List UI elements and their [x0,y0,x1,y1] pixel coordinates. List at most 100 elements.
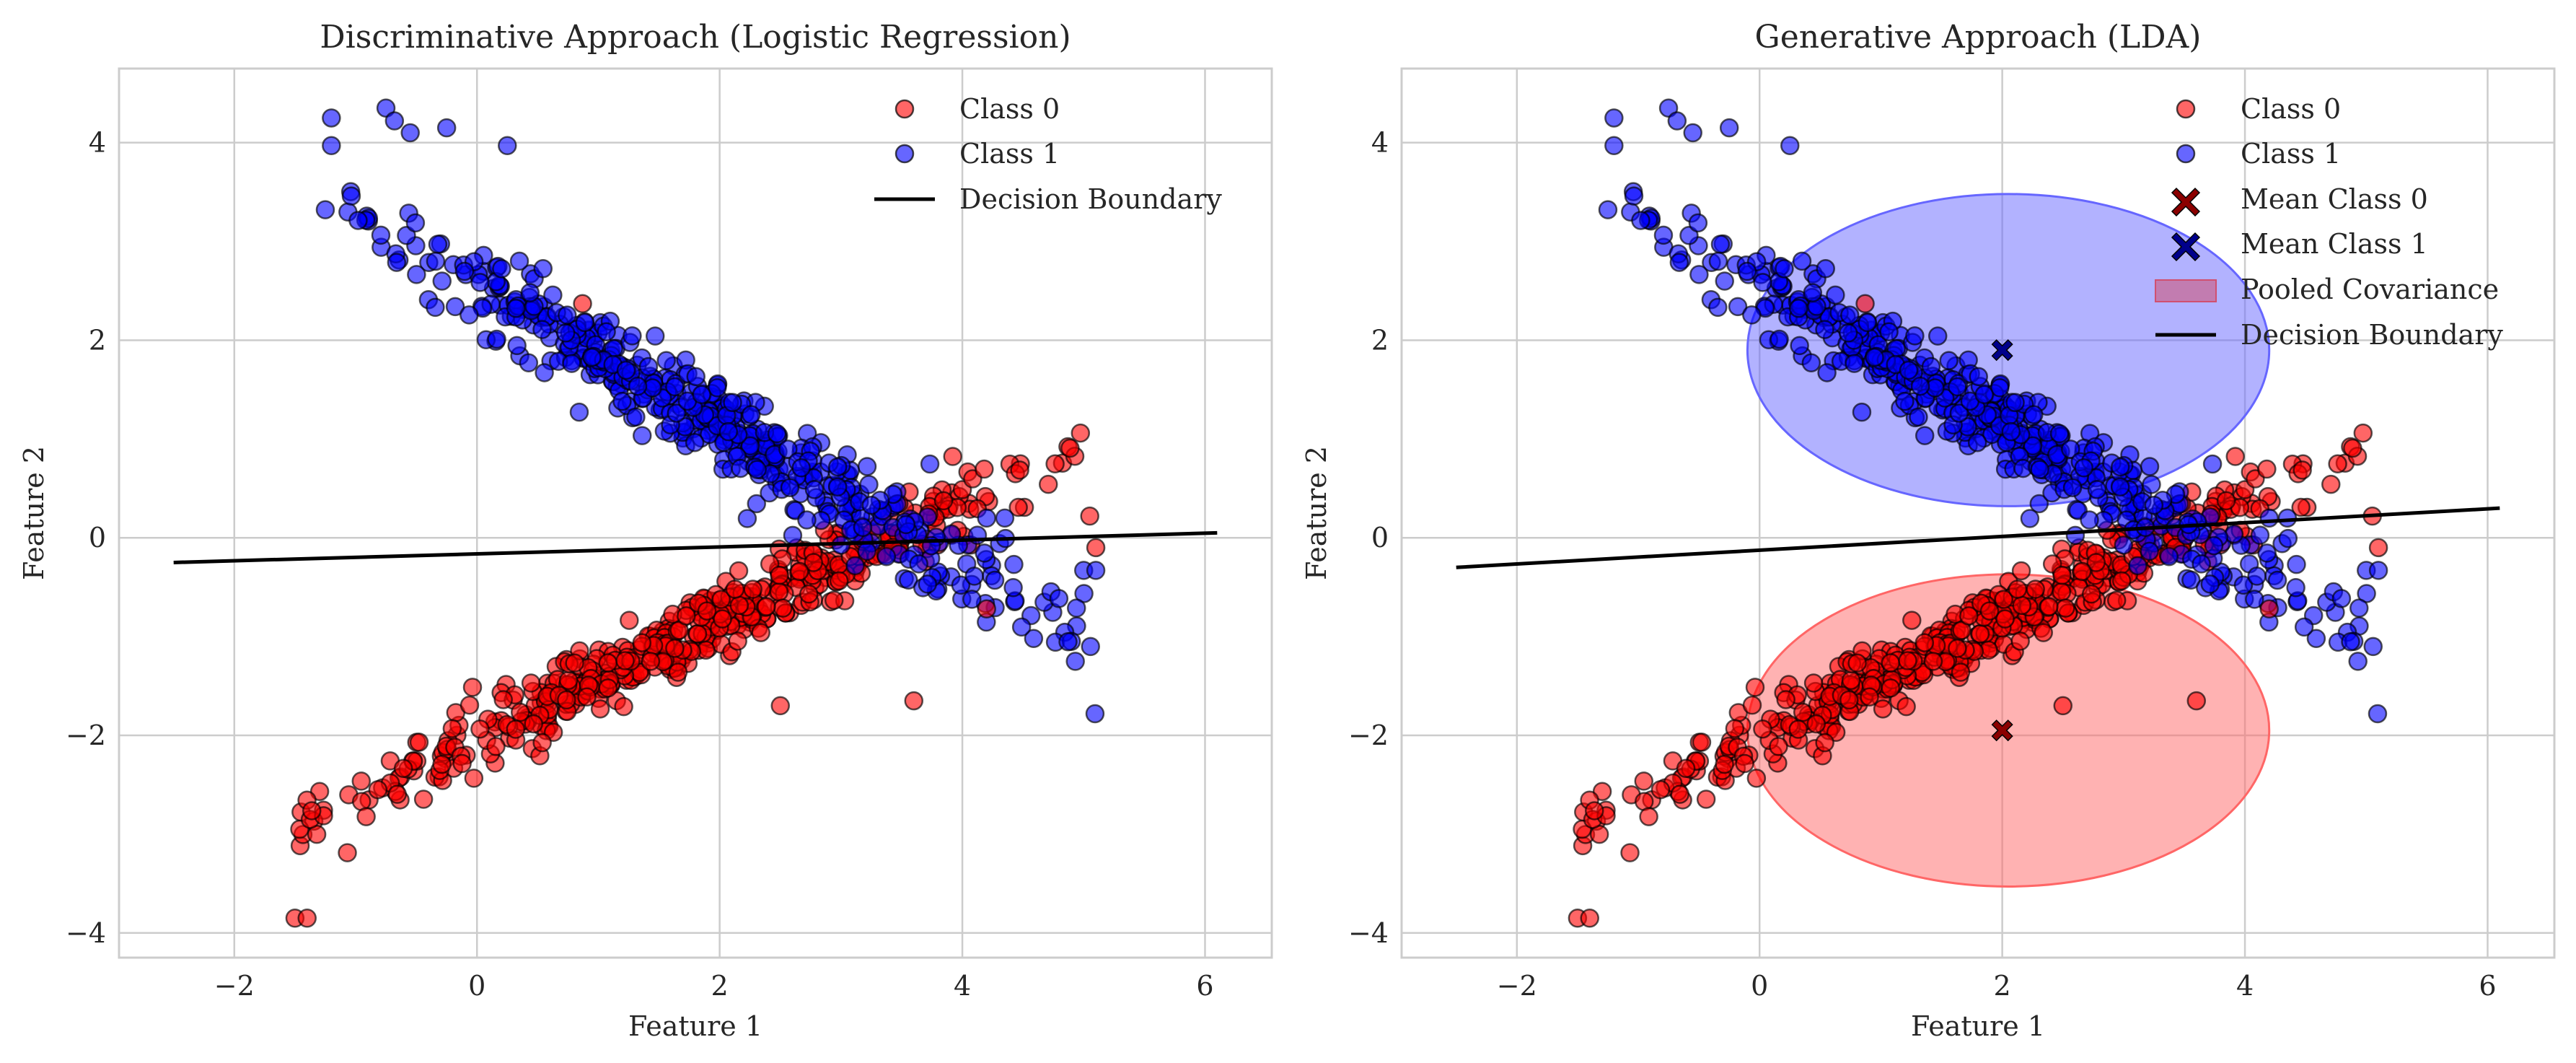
point-class-1 [951,575,971,595]
point-class-0 [2081,584,2101,604]
point-class-1 [783,525,803,546]
tick-labels: −2 0 2 4 6 −4 −2 0 2 4 [66,127,1214,1002]
point-class-0 [1994,590,2014,609]
legend-label-class-1: Class 1 [2241,138,2341,170]
point-class-0 [2259,599,2279,619]
point-class-0 [1847,653,1867,673]
point-class-0 [338,843,357,862]
point-class-1 [569,402,589,422]
point-class-0 [799,584,819,604]
point-class-1 [896,515,916,535]
legend-label-class-1: Class 1 [959,138,1060,170]
point-class-0 [462,678,483,697]
point-class-1 [1792,251,1812,271]
point-class-1 [920,454,940,474]
point-class-1 [1081,637,1100,657]
point-class-0 [757,597,776,616]
point-class-0 [464,769,484,788]
point-class-1 [1949,403,1969,423]
point-class-0 [302,801,322,821]
point-class-1 [1065,652,1085,671]
point-class-0 [677,606,696,626]
point-class-1 [2224,524,2244,544]
point-class-0 [729,595,749,616]
point-class-0 [751,623,770,642]
point-class-0 [2368,538,2388,558]
point-class-0 [729,561,749,581]
point-class-1 [995,508,1015,528]
point-class-1 [1939,351,1959,370]
y-tick-label: 2 [89,324,106,356]
point-class-0 [770,565,789,585]
point-class-1 [405,213,426,233]
point-class-1 [535,363,554,382]
point-class-0 [1959,606,1979,626]
point-class-0 [557,690,576,710]
point-class-0 [977,599,996,619]
point-class-1 [2023,436,2043,456]
point-class-1 [582,347,602,367]
point-class-1 [1631,211,1650,230]
point-class-1 [1024,629,1044,649]
point-class-1 [1011,617,1032,637]
point-class-1 [1845,354,1864,373]
point-class-1 [1742,305,1762,325]
point-class-1 [2140,541,2160,561]
point-class-1 [708,378,727,398]
point-class-1 [686,367,705,387]
point-class-1 [555,323,576,343]
point-class-1 [1879,322,1899,341]
point-class-0 [2293,460,2312,480]
point-class-0 [1948,639,1967,658]
point-class-0 [2012,595,2032,616]
x-tick-label: 4 [2236,970,2254,1002]
point-class-1 [1909,407,1928,427]
point-class-1 [742,405,761,424]
point-class-0 [2052,582,2072,602]
legend-marker-class-1 [2176,144,2196,164]
point-class-0 [725,579,745,599]
point-class-1 [747,460,767,479]
legend-label-pooled-covariance: Pooled Covariance [2241,274,2499,305]
point-class-1 [962,590,982,609]
point-class-1 [2306,629,2326,649]
point-class-0 [573,294,592,314]
point-class-1 [322,108,341,128]
point-class-1 [575,312,595,333]
point-class-0 [1742,695,1762,715]
point-class-1 [737,509,757,528]
point-class-1 [632,426,652,445]
point-class-0 [524,714,543,734]
point-class-1 [445,297,465,317]
point-class-1 [492,259,511,279]
point-class-0 [1860,687,1879,707]
point-class-0 [1634,771,1654,791]
point-class-1 [975,543,994,563]
point-class-0 [1970,624,1990,644]
point-class-0 [743,579,762,599]
point-class-0 [2343,438,2362,458]
point-class-0 [975,459,994,479]
y-tick-label: −2 [1348,719,1389,751]
point-class-1 [1653,225,1674,245]
point-class-1 [1865,347,1884,367]
point-class-1 [509,251,529,271]
point-class-1 [1910,376,1930,396]
point-class-0 [2353,423,2373,443]
point-class-1 [1927,326,1948,346]
point-class-1 [2277,508,2298,528]
point-class-1 [1816,259,1836,279]
point-class-0 [506,719,526,739]
chart-title: Discriminative Approach (Logistic Regres… [320,19,1071,56]
y-tick-label: 4 [89,127,106,159]
point-class-1 [804,480,825,499]
point-class-1 [1719,118,1739,138]
point-class-1 [1003,578,1023,598]
point-class-1 [2142,475,2161,494]
point-class-1 [1948,377,1967,397]
point-class-1 [400,123,420,143]
point-class-0 [598,678,618,698]
point-class-1 [626,407,646,427]
